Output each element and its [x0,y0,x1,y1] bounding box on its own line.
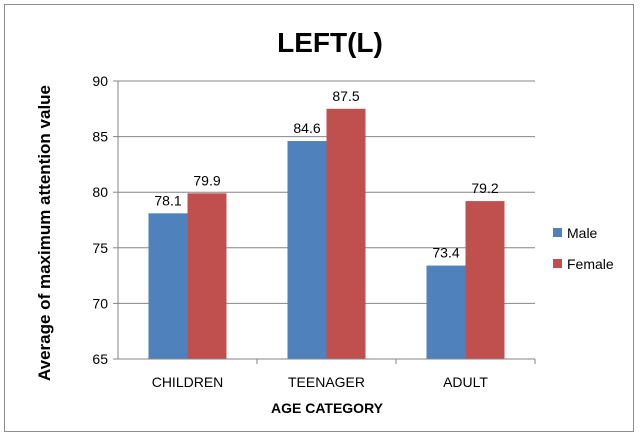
legend-swatch-female [553,259,562,268]
data-label: 79.2 [471,180,498,196]
bar-male [287,141,327,359]
bars [148,108,505,359]
x-axis-title: AGE CATEGORY [271,400,384,416]
y-tick-label: 80 [92,184,108,200]
bar-male [148,213,188,359]
data-label: 73.4 [432,245,459,261]
y-tick-label: 65 [92,351,108,367]
x-tick-label: CHILDREN [152,374,224,390]
data-label: 87.5 [332,88,359,104]
data-label: 84.6 [293,120,320,136]
legend: Male Female [553,225,614,272]
y-tick-label: 90 [92,73,108,89]
data-label: 78.1 [154,192,181,208]
y-tick-label: 70 [92,295,108,311]
y-tick-label: 85 [92,129,108,145]
bar-female [465,201,505,359]
y-tick-label: 75 [92,240,108,256]
bar-female [187,193,227,359]
chart-title: LEFT(L) [277,27,383,58]
bar-male [426,265,466,359]
y-axis-title: Average of maximum attention value [35,85,54,381]
data-labels: 78.1 79.9 84.6 87.5 73.4 79.2 [154,88,498,261]
x-tick-label: TEENAGER [288,374,365,390]
legend-label-male: Male [567,225,598,241]
bar-female [326,108,366,359]
legend-label-female: Female [567,256,614,272]
x-tick-label: ADULT [443,374,488,390]
data-label: 79.9 [193,172,220,188]
axes: 65 70 75 80 85 90 CHILDREN TEENAGER ADULT [92,73,536,390]
legend-swatch-male [553,228,562,237]
